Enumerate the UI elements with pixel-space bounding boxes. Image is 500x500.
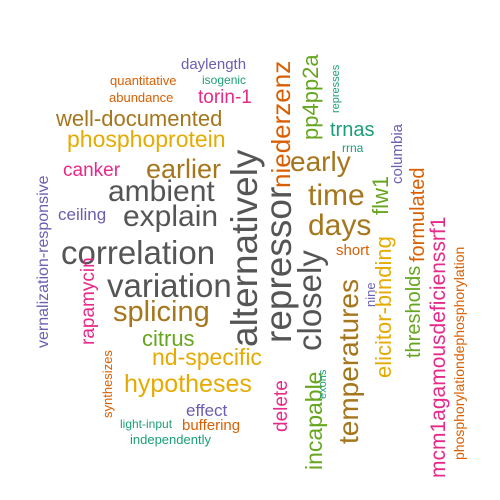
word-phosphorylationdephosphorylation: phosphorylationdephosphorylation [451, 246, 467, 460]
word-explain: explain [123, 200, 219, 233]
word-hypotheses: hypotheses [124, 370, 252, 398]
word-nd-specific: nd-specific [152, 344, 262, 370]
word-exons: exons [317, 369, 329, 399]
word-variation: variation [107, 267, 232, 304]
word-isogenic: isogenic [202, 73, 247, 87]
word-earlier: earlier [146, 154, 222, 184]
word-temperatures: temperatures [333, 279, 364, 444]
word-independently: independently [130, 432, 211, 447]
word-days: days [308, 209, 372, 242]
word-formulated: formulated [407, 167, 429, 263]
word-daylength: daylength [181, 56, 247, 73]
word-elicitor-binding: elicitor-binding [371, 236, 396, 378]
word-light-input: light-input [120, 417, 173, 431]
word-represses: represses [330, 64, 342, 113]
word-rapamycin: rapamycin [78, 257, 99, 345]
word-time: time [308, 179, 365, 212]
word-trnas: trnas [330, 119, 375, 141]
word-nine: nine [363, 282, 378, 307]
word-short: short [336, 242, 370, 259]
word-early: early [290, 146, 351, 177]
word-ambient: ambient [108, 175, 215, 208]
word-canker: canker [63, 160, 121, 181]
word-phosphoprotein: phosphoprotein [67, 126, 226, 152]
word-closely: closely [291, 250, 328, 351]
word-delete: delete [271, 380, 292, 432]
word-torin-1: torin-1 [198, 87, 252, 108]
word-splicing: splicing [113, 296, 210, 328]
word-vernalization-responsive: vernalization-responsive [35, 175, 52, 348]
word-buffering: buffering [182, 417, 241, 434]
word-effect: effect [186, 401, 228, 420]
word-citrus: citrus [142, 326, 195, 351]
word-synthesizes: synthesizes [100, 350, 115, 418]
word-abundance: abundance [109, 90, 174, 105]
word-thresholds: thresholds [403, 265, 425, 358]
word-rrna: rrna [342, 141, 364, 155]
word-niederzenz: niederzenz [266, 60, 296, 188]
word-columbia: columbia [389, 123, 406, 184]
word-mcm1agamousdeficienssrf1: mcm1agamousdeficienssrf1 [427, 216, 450, 478]
word-pp4pp2a: pp4pp2a [298, 54, 323, 140]
word-quantitative: quantitative [110, 73, 177, 88]
word-ceiling: ceiling [58, 205, 107, 224]
word-well-documented: well-documented [56, 106, 223, 131]
word-correlation: correlation [61, 234, 216, 271]
